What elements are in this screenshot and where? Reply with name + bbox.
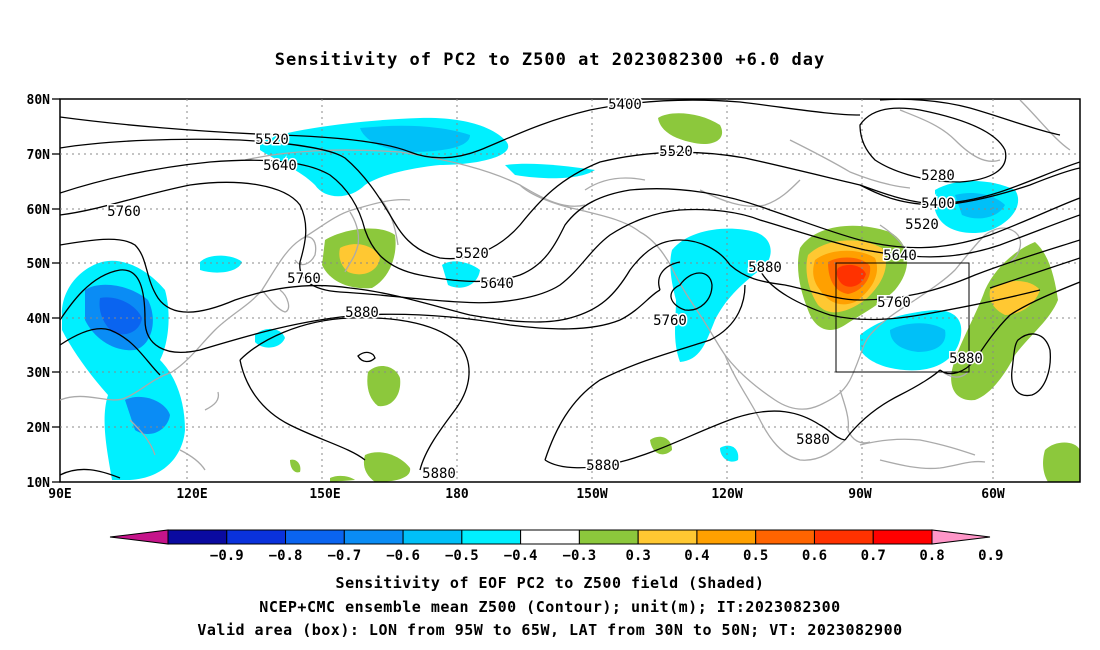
- colorbar-label: 0.3: [626, 548, 651, 564]
- positive-region-mid-pacific: [367, 366, 401, 407]
- contour-label: 5880: [796, 432, 830, 448]
- colorbar: −0.9 −0.8 −0.7 −0.6 −0.5 −0.4 −0.3 0.3 0.4 0.5 0.6…: [109, 529, 1003, 564]
- colorbar-swatch: [872, 529, 933, 545]
- negative-region-philippines: [125, 396, 170, 435]
- sensitivity-shading: [61, 113, 1080, 482]
- colorbar-swatch: [578, 529, 639, 545]
- colorbar-label: −0.4: [504, 548, 538, 564]
- positive-region-atlantic-core: [989, 281, 1040, 315]
- colorbar-swatch: [520, 529, 580, 545]
- positive-region-kamchatka-core: [339, 244, 380, 275]
- contour-label: 5640: [480, 276, 514, 292]
- colorbar-lower-extend: [109, 529, 169, 545]
- valid-area-box: [835, 262, 970, 373]
- positive-region-south-pacific: [363, 452, 411, 482]
- caption-line-3: Valid area (box): LON from 95W to 65W, L…: [197, 621, 903, 639]
- contour-label: 5640: [883, 248, 917, 264]
- colorbar-swatch: [226, 529, 287, 545]
- colorbar-label: 0.4: [684, 548, 709, 564]
- lon-label: 150E: [309, 487, 340, 502]
- lon-label: 180: [445, 487, 469, 502]
- contour-label: 5520: [455, 246, 489, 262]
- lat-label: 30N: [27, 366, 51, 381]
- negative-region-small-1: [200, 255, 242, 273]
- positive-region-east-atlantic: [1043, 442, 1080, 482]
- colorbar-swatch: [167, 529, 228, 545]
- lon-label: 120W: [711, 487, 742, 502]
- colorbar-label: −0.3: [563, 548, 597, 564]
- colorbar-label: −0.7: [327, 548, 361, 564]
- lon-label: 90E: [48, 487, 71, 502]
- caption-line-1: Sensitivity of EOF PC2 to Z500 field (Sh…: [335, 574, 765, 592]
- contour-label: 5520: [659, 144, 693, 160]
- colorbar-swatch: [696, 529, 757, 545]
- contour-label: 5400: [608, 97, 642, 113]
- colorbar-label: 0.7: [861, 548, 886, 564]
- negative-region-west-coast: [670, 228, 771, 362]
- latitude-ticks: [52, 98, 60, 483]
- contour-label: 5640: [263, 158, 297, 174]
- negative-region-asia-peak: [99, 297, 142, 335]
- colorbar-swatch: [285, 529, 345, 545]
- colorbar-swatch: [637, 529, 698, 545]
- colorbar-upper-extend: [931, 529, 991, 545]
- map-frame: [59, 98, 1081, 483]
- lat-label: 10N: [27, 476, 51, 491]
- contour-label: 5880: [949, 351, 983, 367]
- contour-label: 5760: [287, 271, 321, 287]
- latitude-labels: 80N 70N 60N 50N 40N 30N 20N 10N: [27, 93, 51, 491]
- colorbar-label: 0.5: [743, 548, 768, 564]
- negative-region-north-atlantic-core: [955, 193, 1005, 219]
- contour-labels: 5400 5520 5640 5520 5760 5280 5400 5520 …: [106, 96, 985, 484]
- contour-label: 5760: [877, 295, 911, 311]
- contour-label: 5400: [921, 196, 955, 212]
- colorbar-label: 0.6: [802, 548, 827, 564]
- contour-label: 5880: [345, 305, 379, 321]
- negative-region-alaska: [505, 163, 595, 179]
- lat-label: 70N: [27, 148, 51, 163]
- negative-region-east-us-core: [890, 323, 946, 352]
- colorbar-label: −0.6: [386, 548, 420, 564]
- lat-label: 50N: [27, 257, 51, 272]
- colorbar-swatch: [343, 529, 404, 545]
- contour-label: 5880: [422, 466, 456, 482]
- map-title: Sensitivity of PC2 to Z500 at 2023082300…: [274, 50, 826, 70]
- lat-label: 60N: [27, 203, 51, 218]
- colorbar-swatch: [402, 529, 463, 545]
- contour-label: 5520: [905, 217, 939, 233]
- colorbar-label: 0.9: [978, 548, 1003, 564]
- colorbar-swatch: [461, 529, 522, 545]
- colorbar-swatch: [813, 529, 874, 545]
- colorbar-label: 0.8: [919, 548, 944, 564]
- contour-label: 5880: [748, 260, 782, 276]
- contour-label: 5760: [107, 204, 141, 220]
- z500-contours: [60, 99, 1080, 479]
- colorbar-label: −0.9: [210, 548, 244, 564]
- lat-lon-grid: [60, 99, 1080, 482]
- contour-label: 5520: [255, 132, 289, 148]
- colorbar-label: −0.8: [269, 548, 303, 564]
- lon-label: 60W: [981, 487, 1005, 502]
- positive-region-canada-red: [836, 264, 866, 287]
- negative-region-dateline: [442, 261, 480, 288]
- contour-label: 5280: [921, 168, 955, 184]
- coastlines: [60, 99, 1071, 471]
- colorbar-label: −0.5: [445, 548, 479, 564]
- contour-label: 5880: [586, 458, 620, 474]
- lat-label: 40N: [27, 312, 51, 327]
- lon-label: 120E: [176, 487, 207, 502]
- lon-label: 150W: [576, 487, 607, 502]
- longitude-labels: 90E 120E 150E 180 150W 120W 90W 60W: [48, 487, 1005, 502]
- positive-region-small-south-2: [330, 475, 355, 482]
- lon-label: 90W: [848, 487, 872, 502]
- lat-label: 80N: [27, 93, 51, 108]
- positive-region-arctic-green: [658, 113, 723, 145]
- lat-label: 20N: [27, 421, 51, 436]
- negative-region-south-1: [720, 445, 739, 462]
- contour-label: 5760: [653, 313, 687, 329]
- colorbar-swatch: [755, 529, 815, 545]
- positive-region-small-south: [290, 459, 301, 473]
- caption-line-2: NCEP+CMC ensemble mean Z500 (Contour); u…: [259, 598, 841, 616]
